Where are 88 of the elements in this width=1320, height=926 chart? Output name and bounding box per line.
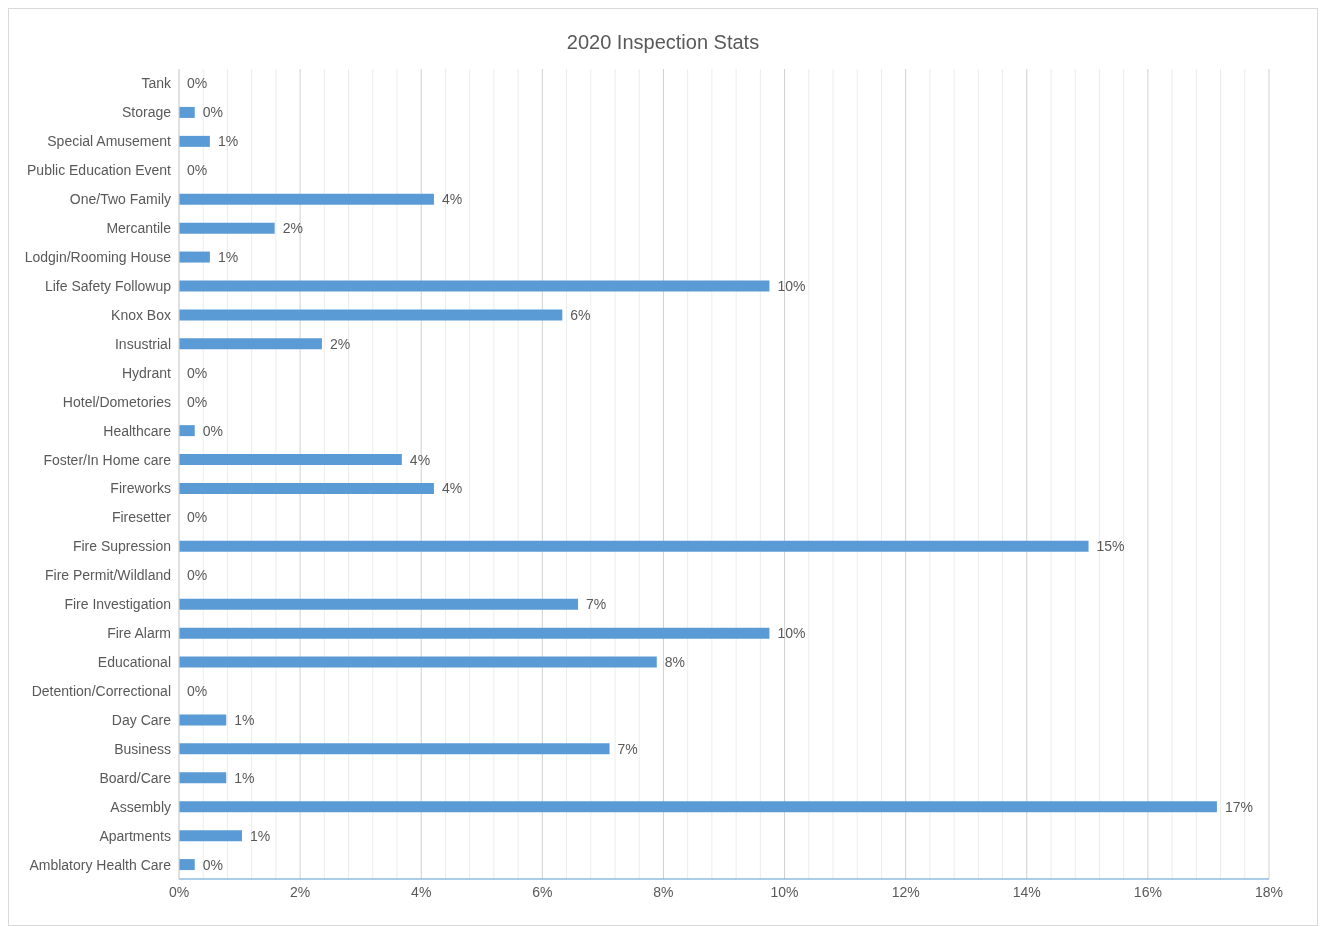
data-label: 7% [586,596,607,613]
y-tick-label: Amblatory Health Care [29,856,172,873]
bar [179,135,210,147]
bar [179,714,227,726]
x-tick-label: 10% [770,883,799,900]
bar [179,280,770,292]
bar [179,743,610,755]
y-tick-label: Insustrial [114,335,171,352]
data-label: 17% [1224,798,1253,815]
bar [179,830,242,842]
y-tick-label: Life Safety Followup [44,277,172,294]
bar [179,222,275,234]
x-tick-label: 18% [1254,883,1284,900]
data-label: 0% [187,364,208,381]
data-label: 0% [187,75,208,92]
y-tick-label: Tank [141,75,172,92]
data-label: 4% [441,191,463,208]
y-tick-label: Assembly [110,798,171,815]
y-tick-label: Hydrant [121,364,172,381]
bar [179,454,402,466]
x-tick-label: 14% [1012,883,1041,900]
y-tick-label: Apartments [99,827,171,844]
data-label: 1% [217,249,239,266]
x-tick-label: 8% [653,883,674,900]
y-tick-label: Board/Care [99,769,172,786]
data-label: 0% [187,567,208,584]
data-label: 4% [441,480,463,497]
y-tick-label: Mercantile [106,220,172,237]
bar [179,772,227,784]
y-tick-label: Fireworks [110,480,171,497]
data-label: 2% [282,220,303,237]
y-tick-label: Firesetter [111,509,172,526]
x-tick-label: 4% [411,883,432,900]
bar [179,598,579,610]
data-label: 0% [187,509,208,526]
bar [179,656,657,668]
data-label: 1% [249,827,271,844]
bar [179,801,1217,813]
y-tick-label: Foster/In Home care [43,451,172,468]
data-label: 0% [187,682,208,699]
bar [179,106,195,118]
x-tick-label: 16% [1133,883,1162,900]
bar [179,251,210,263]
data-label: 10% [777,277,806,294]
bar [179,540,1089,552]
y-tick-label: Fire Permit/Wildland [44,567,171,584]
y-tick-label: Lodgin/Rooming House [24,249,172,266]
x-tick-label: 6% [532,883,553,900]
bar [179,425,195,437]
data-label: 1% [234,769,255,786]
y-tick-label: Day Care [111,711,172,728]
data-label: 0% [187,393,208,410]
bar [179,627,770,639]
y-tick-label: Educational [97,654,171,671]
x-tick-label: 0% [168,883,190,900]
data-label: 0% [202,856,223,873]
data-label: 10% [777,625,806,642]
data-label: 8% [664,654,686,671]
y-tick-label: One/Two Family [69,191,171,208]
y-tick-label: Special Amusement [47,133,172,150]
data-label: 1% [234,711,255,728]
data-label: 15% [1096,538,1125,555]
bar [179,309,563,321]
data-label: 1% [217,133,239,150]
y-tick-label: Healthcare [103,422,172,439]
y-tick-label: Storage [121,104,172,121]
y-tick-label: Fire Investigation [64,596,171,613]
bar [179,193,434,205]
y-tick-label: Public Education Event [27,162,172,179]
x-tick-label: 12% [891,883,920,900]
y-tick-label: Business [114,740,171,757]
bar [179,859,195,871]
data-label: 0% [202,422,223,439]
y-tick-label: Fire Supression [72,538,171,555]
chart-title: 2020 Inspection Stats [565,30,761,55]
data-label: 0% [202,104,223,121]
bar [179,483,434,494]
data-label: 7% [617,740,638,757]
y-tick-label: Knox Box [111,306,171,323]
data-label: 2% [329,335,351,352]
bar [179,338,322,350]
data-label: 0% [187,162,208,179]
data-label: 6% [570,306,591,323]
data-label: 4% [409,451,431,468]
y-tick-label: Fire Alarm [107,625,171,642]
y-tick-label: Detention/Correctional [31,682,171,699]
y-tick-label: Hotel/Dometories [62,393,171,410]
x-tick-label: 2% [289,883,311,900]
